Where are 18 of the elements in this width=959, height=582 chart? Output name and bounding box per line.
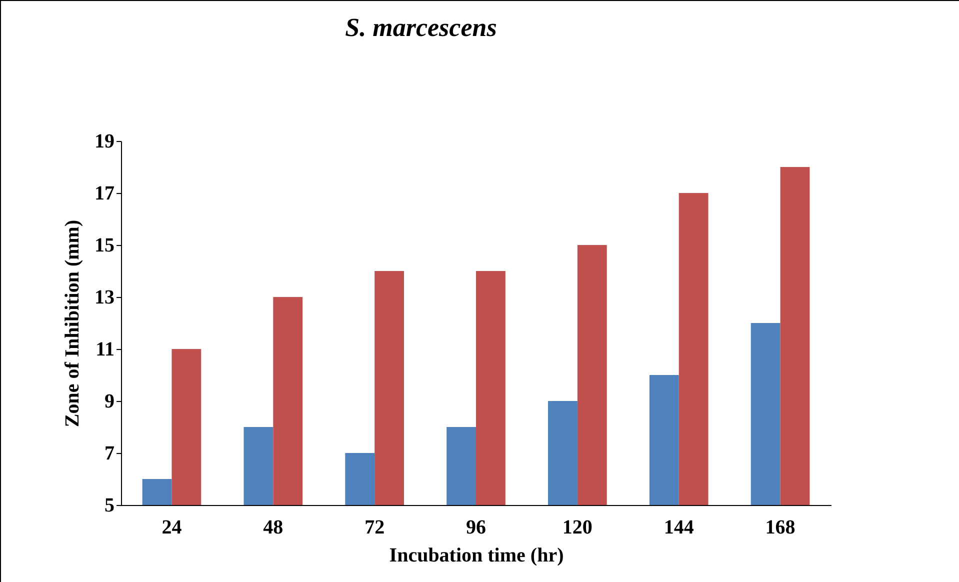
x-tick-label: 120 — [562, 516, 592, 538]
x-tick-label: 168 — [765, 516, 796, 538]
x-tick-label: 48 — [263, 516, 284, 538]
y-tick-label: 11 — [96, 338, 114, 360]
y-tick-label: 17 — [94, 182, 114, 204]
y-tick-label: 7 — [104, 442, 114, 464]
chart-title: S. marcescens — [345, 13, 497, 42]
x-axis-title: Incubation time (hr) — [389, 544, 564, 566]
y-tick-label: 19 — [94, 130, 114, 152]
y-tick-label: 13 — [94, 286, 114, 308]
y-tick-label: 9 — [104, 390, 114, 412]
y-axis-title: Zone of Inhibition (mm) — [62, 220, 84, 428]
x-tick-label: 96 — [466, 516, 486, 538]
x-tick-label: 72 — [364, 516, 385, 538]
x-tick-label: 144 — [664, 516, 694, 538]
y-tick-label: 5 — [104, 494, 114, 516]
y-tick-label: 15 — [94, 234, 114, 256]
x-tick-label: 24 — [162, 516, 182, 538]
